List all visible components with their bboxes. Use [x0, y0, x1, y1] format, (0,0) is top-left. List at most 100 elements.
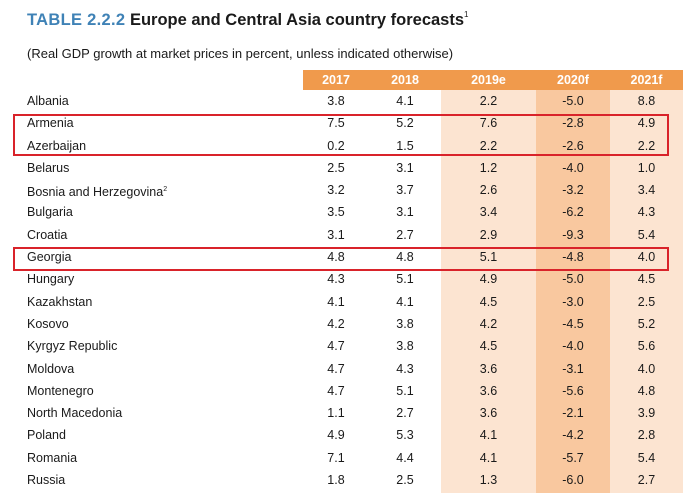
value-cell-2019e: 7.6	[479, 116, 498, 131]
country-label: Russia	[27, 473, 66, 488]
value-cell-2021f: 5.6	[637, 339, 656, 354]
value-cell-2019e: 4.5	[479, 339, 498, 354]
value-cell-2018: 5.2	[396, 116, 414, 131]
value-cell-2019e: 3.6	[479, 361, 498, 376]
country-name: Moldova	[27, 358, 74, 380]
country-label: Belarus	[27, 160, 70, 175]
country-name: Russia	[27, 469, 65, 491]
value-cell-2020f: -2.1	[562, 406, 584, 421]
value-cell-2017: 4.2	[327, 316, 345, 331]
value-cell-2021f: 5.4	[637, 450, 656, 465]
value-cell-2020f: -4.0	[562, 160, 584, 175]
country-label: Montenegro	[27, 383, 94, 398]
table-row: Poland 4.9 5.3 4.1 -4.2 2.8	[0, 424, 683, 446]
country-label: Romania	[27, 450, 78, 465]
value-cell-2019e: 3.6	[479, 383, 498, 398]
table-header-row: 2017 2018 2019e 2020f 2021f	[303, 70, 683, 90]
table-row: Armenia 7.5 5.2 7.6 -2.8 4.9	[0, 112, 683, 134]
value-cell-2020f: -2.8	[562, 116, 584, 131]
value-cell-2018: 4.3	[396, 361, 414, 376]
country-label: Georgia	[27, 250, 72, 265]
value-cell-2018: 4.4	[396, 450, 414, 465]
value-cell-2017: 4.7	[327, 383, 345, 398]
value-cell-2018: 2.5	[396, 473, 414, 488]
value-cell-2020f: -6.2	[562, 205, 584, 220]
column-shade-2020f	[536, 70, 610, 493]
value-cell-2020f: -3.1	[562, 361, 584, 376]
value-cell-2017: 7.1	[327, 450, 345, 465]
table-row: Romania 7.1 4.4 4.1 -5.7 5.4	[0, 447, 683, 469]
table-row: Belarus 2.5 3.1 1.2 -4.0 1.0	[0, 157, 683, 179]
value-cell-2020f: -4.0	[562, 339, 584, 354]
value-cell-2019e: 3.4	[479, 205, 498, 220]
table-row: North Macedonia 1.1 2.7 3.6 -2.1 3.9	[0, 402, 683, 424]
column-shade-2019e	[441, 70, 536, 493]
value-cell-2019e: 4.2	[479, 316, 498, 331]
country-label: Bosnia and Herzegovina	[27, 185, 164, 200]
country-label: Armenia	[27, 116, 74, 131]
country-label: Azerbaijan	[27, 138, 87, 153]
value-cell-2021f: 3.4	[637, 183, 656, 198]
country-name: Kosovo	[27, 313, 69, 335]
table-row: Bulgaria 3.5 3.1 3.4 -6.2 4.3	[0, 201, 683, 223]
value-cell-2020f: -2.6	[562, 138, 584, 153]
value-cell-2017: 4.8	[327, 250, 345, 265]
value-cell-2019e: 4.1	[479, 450, 498, 465]
column-header-2018: 2018	[391, 73, 419, 87]
value-cell-2020f: -5.0	[562, 272, 584, 287]
value-cell-2019e: 1.3	[479, 473, 498, 488]
value-cell-2017: 4.7	[327, 361, 345, 376]
value-cell-2021f: 1.0	[637, 160, 656, 175]
value-cell-2020f: -6.0	[562, 473, 584, 488]
value-cell-2021f: 4.3	[637, 205, 656, 220]
value-cell-2017: 0.2	[327, 138, 345, 153]
highlight-box-georgia	[13, 247, 669, 271]
country-name: Albania	[27, 90, 69, 112]
value-cell-2020f: -5.7	[562, 450, 584, 465]
column-header-2020f: 2020f	[557, 73, 589, 87]
value-cell-2019e: 2.2	[479, 94, 498, 108]
value-cell-2017: 3.2	[327, 183, 345, 198]
value-cell-2017: 4.7	[327, 339, 345, 354]
value-cell-2020f: -5.6	[562, 383, 584, 398]
title-footnote-marker: 1	[464, 10, 469, 19]
country-name: Poland	[27, 424, 66, 446]
table-title-text: Europe and Central Asia country forecast…	[129, 11, 465, 29]
value-cell-2017: 1.8	[327, 473, 345, 488]
value-cell-2017: 4.9	[327, 428, 345, 443]
value-cell-2020f: -4.8	[562, 250, 584, 265]
value-cell-2017: 7.5	[327, 116, 345, 131]
value-cell-2019e: 2.9	[479, 227, 498, 242]
value-cell-2020f: -5.0	[562, 94, 584, 108]
value-cell-2021f: 2.5	[637, 294, 656, 309]
value-cell-2021f: 2.2	[637, 138, 656, 153]
value-cell-2019e: 2.6	[479, 183, 498, 198]
value-cell-2021f: 5.2	[637, 316, 656, 331]
value-cell-2021f: 5.4	[637, 227, 656, 242]
value-cell-2020f: -4.5	[562, 316, 584, 331]
country-label: Kosovo	[27, 316, 69, 331]
value-cell-2017: 4.3	[327, 272, 345, 287]
table-row: Bosnia and Herzegovina2 3.2 3.7 2.6 -3.2 3.4	[0, 179, 683, 201]
value-cell-2018: 3.8	[396, 339, 414, 354]
country-label: Poland	[27, 428, 66, 443]
value-cell-2018: 4.1	[396, 94, 414, 108]
value-cell-2017: 1.1	[327, 406, 345, 421]
value-cell-2018: 5.1	[396, 383, 414, 398]
value-cell-2019e: 4.1	[479, 428, 498, 443]
column-header-2017: 2017	[322, 73, 350, 87]
value-cell-2019e: 3.6	[479, 406, 498, 421]
value-cell-2021f: 4.0	[637, 361, 656, 376]
country-name: Kyrgyz Republic	[27, 335, 117, 357]
table-row: Kazakhstan 4.1 4.1 4.5 -3.0 2.5	[0, 291, 683, 313]
table-row: Kyrgyz Republic 4.7 3.8 4.5 -4.0 5.6	[0, 335, 683, 357]
value-cell-2018: 4.1	[396, 294, 414, 309]
country-label: Hungary	[27, 272, 75, 287]
value-cell-2017: 4.1	[327, 294, 345, 309]
value-cell-2021f: 3.9	[637, 406, 656, 421]
country-label: Moldova	[27, 361, 75, 376]
country-name: Montenegro	[27, 380, 94, 402]
value-cell-2019e: 5.1	[479, 250, 498, 265]
value-cell-2018: 3.1	[396, 160, 414, 175]
value-cell-2018: 5.1	[396, 272, 414, 287]
